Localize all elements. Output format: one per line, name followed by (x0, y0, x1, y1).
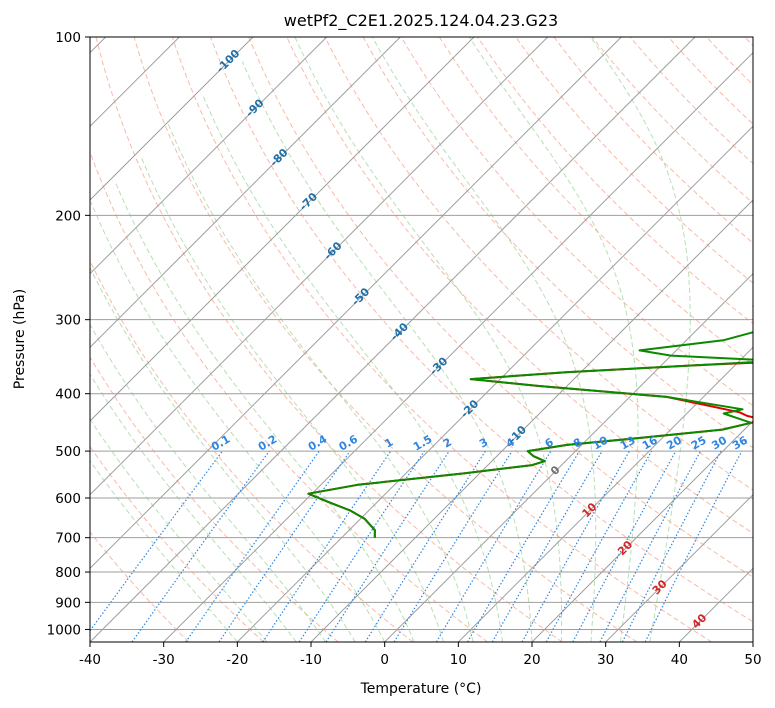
mixing-ratio-line (185, 450, 320, 642)
x-tick-label: 50 (744, 652, 761, 668)
plot-frame (89, 36, 754, 643)
mixing-ratio-line (644, 450, 743, 642)
mixing-ratio-line (218, 450, 351, 642)
moist-adiabat-line (468, 37, 639, 642)
mixing-ratio-line (599, 450, 702, 642)
y-tick-label: 300 (55, 313, 81, 329)
isotherm-gridline (605, 493, 753, 642)
moist-adiabat-line (294, 37, 563, 642)
isotherm-gridline (90, 37, 401, 349)
dry-adiabat-line (90, 259, 414, 642)
isotherm-gridline (531, 420, 753, 642)
dry-adiabat-line (400, 37, 753, 407)
dry-adiabat-line (324, 37, 753, 491)
y-tick-label: 600 (55, 491, 81, 507)
isotherm-gridline (90, 37, 622, 570)
plot-area (90, 37, 753, 642)
y-tick-label: 100 (55, 30, 81, 46)
mixing-ratio-line (364, 450, 486, 642)
dry-adiabat-line (438, 37, 753, 365)
dry-adiabat-line (95, 37, 563, 642)
isotherm-gridline (384, 272, 753, 642)
chart-title: wetPf2_C2E1.2025.124.04.23.G23 (284, 11, 558, 31)
dry-adiabat-line (90, 531, 190, 642)
moist-adiabat-line (90, 373, 297, 642)
y-tick-label: 1000 (47, 622, 81, 638)
isotherm-gridline (90, 37, 696, 642)
dry-adiabat-line (591, 37, 753, 204)
dry-adiabat-line (171, 37, 712, 642)
isotherm-gridline (90, 37, 254, 201)
x-tick-label: 30 (597, 652, 614, 668)
y-tick-label: 900 (55, 595, 81, 611)
y-tick-label: 200 (55, 208, 81, 224)
axes: -40 -30 -20 -10 0 10 20 30 40 50 100 200 300 400 500 60… (47, 30, 762, 668)
dry-adiabat-line (477, 37, 753, 325)
sounding-traces (307, 305, 753, 538)
isotherm-gridline (90, 37, 549, 496)
moist-adiabat-line (90, 418, 268, 642)
mixing-ratio-line (325, 450, 450, 642)
mixing-ratio-line (298, 450, 425, 642)
y-axis-label: Pressure (hPa) (12, 289, 28, 389)
moist-adiabat-line (90, 459, 238, 642)
mixing-ratio-line (572, 450, 677, 642)
background-lines (90, 37, 753, 642)
isotherm-gridline (457, 346, 753, 642)
x-tick-label: 20 (523, 652, 540, 668)
x-axis-label: Temperature (°C) (360, 681, 482, 697)
x-tick-label: -30 (153, 652, 175, 668)
moist-adiabat-line (241, 61, 533, 642)
isotherm-gridline (236, 125, 753, 642)
y-tick-label: 400 (55, 387, 81, 403)
moist-adiabat-line (590, 37, 691, 642)
dry-adiabat-line (133, 37, 638, 642)
x-tick-label: -40 (79, 652, 101, 668)
sounding-trace (307, 305, 753, 538)
y-tick-label: 800 (55, 565, 81, 581)
isotherm-gridline (163, 51, 753, 642)
mixing-ratio-line (131, 450, 270, 642)
y-tick-label: 500 (55, 444, 81, 460)
mixing-ratio-line (491, 450, 603, 642)
isotherm-gridline (90, 37, 328, 275)
dry-adiabat-line (553, 37, 753, 244)
y-tick-label: 700 (55, 531, 81, 547)
x-tick-label: 40 (671, 652, 688, 668)
mixing-ratio-line (90, 450, 223, 632)
mixing-ratio-line (521, 450, 631, 642)
dry-adiabat-line (248, 37, 753, 578)
x-tick-label: 0 (380, 652, 389, 668)
dry-adiabat-line (90, 150, 488, 642)
dry-adiabat-line (286, 37, 753, 534)
dry-adiabat-line (90, 356, 339, 642)
moist-adiabat-line (167, 123, 474, 642)
moist-adiabat-line (90, 266, 356, 642)
x-tick-label: 10 (450, 652, 467, 668)
mixing-ratio-line (545, 450, 653, 642)
mixing-ratio-line (393, 450, 513, 642)
moist-adiabat-line (90, 201, 386, 642)
isotherm-gridline (90, 37, 475, 422)
isotherm-gridline (310, 199, 753, 642)
x-tick-label: -20 (226, 652, 248, 668)
mixing-ratio-line (621, 450, 722, 642)
moist-adiabat-line (371, 37, 597, 642)
x-tick-label: -10 (300, 652, 322, 668)
dry-adiabat-line (210, 37, 753, 623)
